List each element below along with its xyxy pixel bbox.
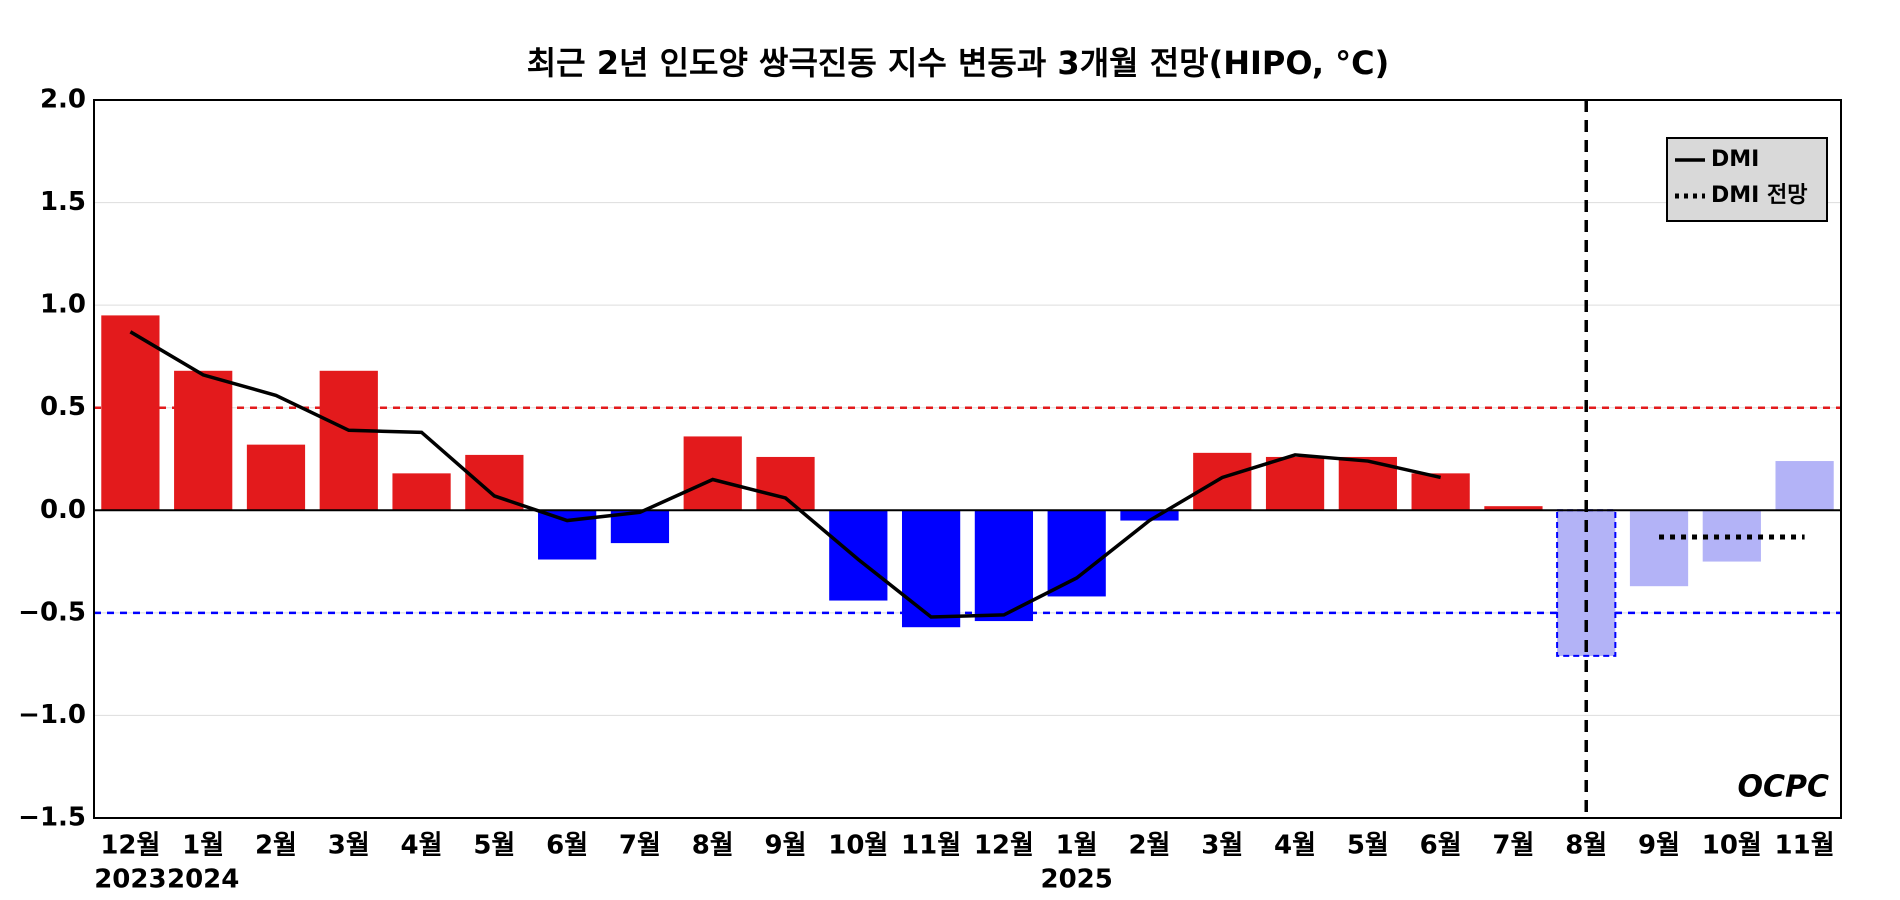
x-tick-label: 2월: [1128, 831, 1170, 861]
bar: [101, 315, 160, 511]
bar: [901, 510, 961, 628]
legend-label: DMI: [1711, 147, 1759, 172]
bar: [1629, 510, 1689, 587]
x-tick-label: 7월: [619, 831, 661, 861]
bar: [974, 510, 1034, 622]
x-tick-label: 9월: [765, 831, 807, 861]
bar: [392, 473, 451, 511]
x-tick-label: 8월: [692, 831, 734, 861]
x-tick-label: 4월: [401, 831, 443, 861]
x-tick-label: 3월: [328, 831, 370, 861]
line-series: [129, 330, 1442, 619]
bar: [1193, 452, 1252, 511]
x-year-label: 2024: [167, 865, 239, 895]
x-tick-label: 5월: [473, 831, 515, 861]
bar: [1265, 456, 1325, 511]
y-tick-label: −0.5: [18, 597, 86, 627]
x-tick-label: 11월: [1775, 831, 1835, 861]
x-tick-label: 2월: [255, 831, 297, 861]
x-tick-label: 10월: [1702, 831, 1762, 861]
bar: [1775, 461, 1834, 511]
x-tick-label: 4월: [1274, 831, 1316, 861]
x-tick-label: 1월: [182, 831, 224, 861]
x-tick-label: 1월: [1056, 831, 1098, 861]
x-tick-label: 6월: [546, 831, 588, 861]
bar: [319, 370, 378, 511]
bar: [1702, 510, 1761, 562]
x-tick-label: 11월: [901, 831, 961, 861]
y-tick-label: −1.0: [18, 700, 86, 730]
bar: [1411, 473, 1470, 511]
logo: OCPC: [1737, 770, 1829, 805]
y-tick-label: 2.0: [40, 85, 86, 115]
chart-title: 최근 2년 인도양 쌍극진동 지수 변동과 3개월 전망(HIPO, °C): [527, 44, 1390, 82]
x-tick-label: 6월: [1420, 831, 1462, 861]
y-tick-label: 1.0: [40, 290, 86, 320]
plot-frame: [93, 99, 1842, 819]
x-tick-label: 12월: [100, 831, 160, 861]
x-tick-label: 3월: [1201, 831, 1243, 861]
bar: [1120, 510, 1179, 521]
bar: [246, 444, 306, 511]
x-tick-label: 5월: [1347, 831, 1389, 861]
bar: [756, 456, 815, 511]
y-tick-label: 0.5: [40, 392, 86, 422]
x-tick-label: 8월: [1565, 831, 1607, 861]
x-tick-label: 7월: [1492, 831, 1534, 861]
bar: [174, 370, 233, 511]
y-tick-label: −1.5: [18, 803, 86, 833]
x-tick-label: 12월: [974, 831, 1034, 861]
bar: [829, 510, 888, 601]
x-year-label: 2025: [1041, 865, 1113, 895]
y-tick-label: 0.0: [40, 495, 86, 525]
x-tick-label: 9월: [1638, 831, 1680, 861]
bar: [1047, 510, 1106, 597]
y-tick-label: 1.5: [40, 187, 86, 217]
bar: [683, 436, 742, 511]
x-tick-label: 10월: [828, 831, 888, 861]
legend-label: DMI 전망: [1711, 183, 1807, 208]
bar: [1484, 506, 1543, 511]
legend-box: [1666, 137, 1828, 222]
x-year-label: 2023: [94, 865, 166, 895]
